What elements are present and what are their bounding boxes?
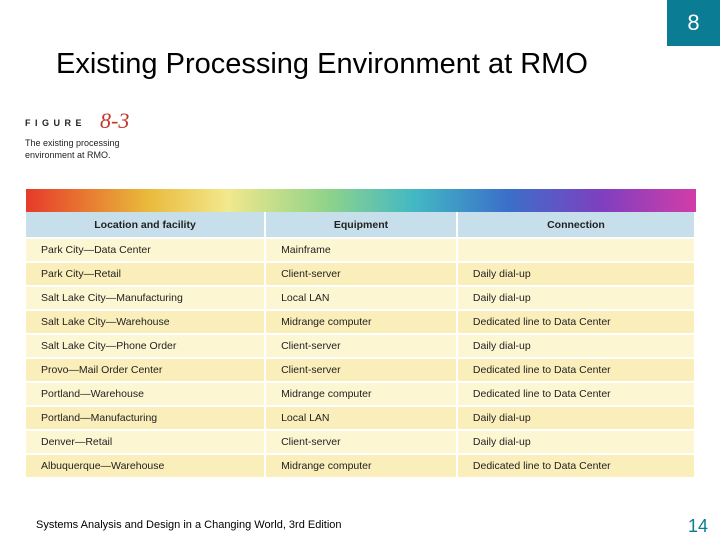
page-number: 14 — [688, 516, 709, 536]
cell-connection: Dedicated line to Data Center — [456, 357, 697, 382]
cell-connection: Daily dial-up — [456, 285, 697, 310]
cell-connection: Daily dial-up — [456, 429, 697, 454]
table-header-row: Location and facility Equipment Connecti… — [26, 212, 697, 238]
cell-location: Park City—Data Center — [26, 237, 267, 262]
cell-connection: Daily dial-up — [456, 261, 697, 286]
figure-caption-line-1: The existing processing — [25, 138, 120, 148]
cell-location: Portland—Warehouse — [26, 381, 267, 406]
cell-equipment: Mainframe — [265, 237, 458, 262]
figure-caption-line-2: environment at RMO. — [25, 150, 111, 160]
header-location: Location and facility — [26, 212, 267, 238]
cell-equipment: Client-server — [265, 357, 458, 382]
cell-location: Denver—Retail — [26, 429, 267, 454]
cell-location: Park City—Retail — [26, 261, 267, 286]
table-row: Salt Lake City—Warehouse Midrange comput… — [26, 309, 697, 334]
cell-connection: Daily dial-up — [456, 333, 697, 358]
cell-location: Provo—Mail Order Center — [26, 357, 267, 382]
cell-equipment: Midrange computer — [265, 453, 458, 477]
header-equipment: Equipment — [265, 212, 458, 238]
table-row: Park City—Retail Client-server Daily dia… — [26, 261, 697, 286]
cell-location: Salt Lake City—Manufacturing — [26, 285, 267, 310]
cell-connection: Daily dial-up — [456, 405, 697, 430]
cell-location: Salt Lake City—Warehouse — [26, 309, 267, 334]
cell-connection: Dedicated line to Data Center — [456, 381, 697, 406]
figure-number: 8-3 — [100, 108, 130, 133]
table-row: Portland—Warehouse Midrange computer Ded… — [26, 381, 697, 406]
figure-word: FIGURE — [25, 118, 87, 128]
cell-equipment: Client-server — [265, 261, 458, 286]
cell-equipment: Local LAN — [265, 285, 458, 310]
cell-connection: Dedicated line to Data Center — [456, 453, 697, 477]
chapter-badge: 8 — [667, 0, 720, 46]
cell-equipment: Client-server — [265, 429, 458, 454]
cell-location: Salt Lake City—Phone Order — [26, 333, 267, 358]
footer-text: Systems Analysis and Design in a Changin… — [36, 519, 342, 531]
table-row: Portland—Manufacturing Local LAN Daily d… — [26, 405, 697, 430]
cell-connection: Dedicated line to Data Center — [456, 309, 697, 334]
slide-title: Existing Processing Environment at RMO — [56, 48, 588, 80]
cell-equipment: Local LAN — [265, 405, 458, 430]
figure-label: FIGURE 8-3 The existing processing envir… — [25, 108, 225, 168]
figure-caption: The existing processing environment at R… — [25, 137, 135, 161]
cell-equipment: Midrange computer — [265, 381, 458, 406]
table-row: Denver—Retail Client-server Daily dial-u… — [26, 429, 697, 454]
environment-table-frame: Location and facility Equipment Connecti… — [26, 189, 697, 477]
header-connection: Connection — [456, 212, 697, 238]
table-row: Salt Lake City—Manufacturing Local LAN D… — [26, 285, 697, 310]
table-row: Park City—Data Center Mainframe — [26, 237, 697, 262]
table-gradient-banner — [26, 189, 696, 212]
table-row: Provo—Mail Order Center Client-server De… — [26, 357, 697, 382]
table-row: Salt Lake City—Phone Order Client-server… — [26, 333, 697, 358]
environment-table: Location and facility Equipment Connecti… — [26, 212, 697, 477]
cell-location: Albuquerque—Warehouse — [26, 453, 267, 477]
table-row: Albuquerque—Warehouse Midrange computer … — [26, 453, 697, 477]
cell-equipment: Client-server — [265, 333, 458, 358]
cell-equipment: Midrange computer — [265, 309, 458, 334]
cell-connection — [456, 237, 697, 262]
cell-location: Portland—Manufacturing — [26, 405, 267, 430]
